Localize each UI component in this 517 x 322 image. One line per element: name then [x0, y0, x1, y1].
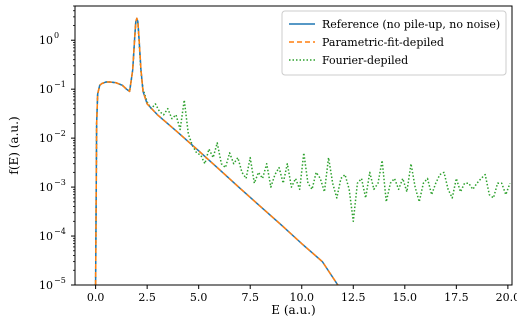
legend-entry-parametric: Parametric-fit-depiled	[322, 36, 444, 49]
x-tick-label: 20.0	[496, 291, 517, 304]
y-tick-label: 10	[39, 132, 53, 145]
x-tick-label: 2.5	[138, 291, 156, 304]
x-tick-label: 17.5	[444, 291, 469, 304]
y-tick-label: 10	[39, 230, 53, 243]
x-axis-ticks: 0.0 2.5 5.0 7.5 10.0 12.5 15.0 17.5 20.0	[87, 285, 517, 304]
x-axis-title: E (a.u.)	[271, 303, 315, 317]
y-tick-label: 10	[39, 181, 53, 194]
y-tick-exponent: −3	[54, 178, 66, 187]
legend-entry-fourier: Fourier-depiled	[322, 54, 408, 67]
y-tick-label: 10	[39, 83, 53, 96]
x-tick-label: 12.5	[341, 291, 366, 304]
y-tick-label: 10	[39, 279, 53, 292]
x-tick-label: 0.0	[87, 291, 105, 304]
x-tick-label: 10.0	[289, 291, 314, 304]
y-tick-label: 10	[39, 34, 53, 47]
y-tick-exponent: −2	[54, 129, 66, 138]
legend-box	[281, 10, 507, 76]
x-tick-label: 5.0	[190, 291, 208, 304]
x-tick-label: 15.0	[393, 291, 418, 304]
y-tick-exponent: 0	[54, 31, 59, 40]
y-axis-title: f(E) (a.u.)	[7, 116, 21, 174]
legend-entry-reference: Reference (no pile-up, no noise)	[322, 18, 500, 31]
y-tick-exponent: −5	[54, 276, 66, 285]
series-line-parametric-fit-depiled	[94, 17, 339, 285]
series-layer	[94, 17, 511, 285]
y-tick-exponent: −1	[54, 80, 66, 89]
x-tick-label: 7.5	[241, 291, 259, 304]
legend: Reference (no pile-up, no noise) Paramet…	[281, 10, 507, 76]
y-tick-exponent: −4	[54, 227, 66, 236]
